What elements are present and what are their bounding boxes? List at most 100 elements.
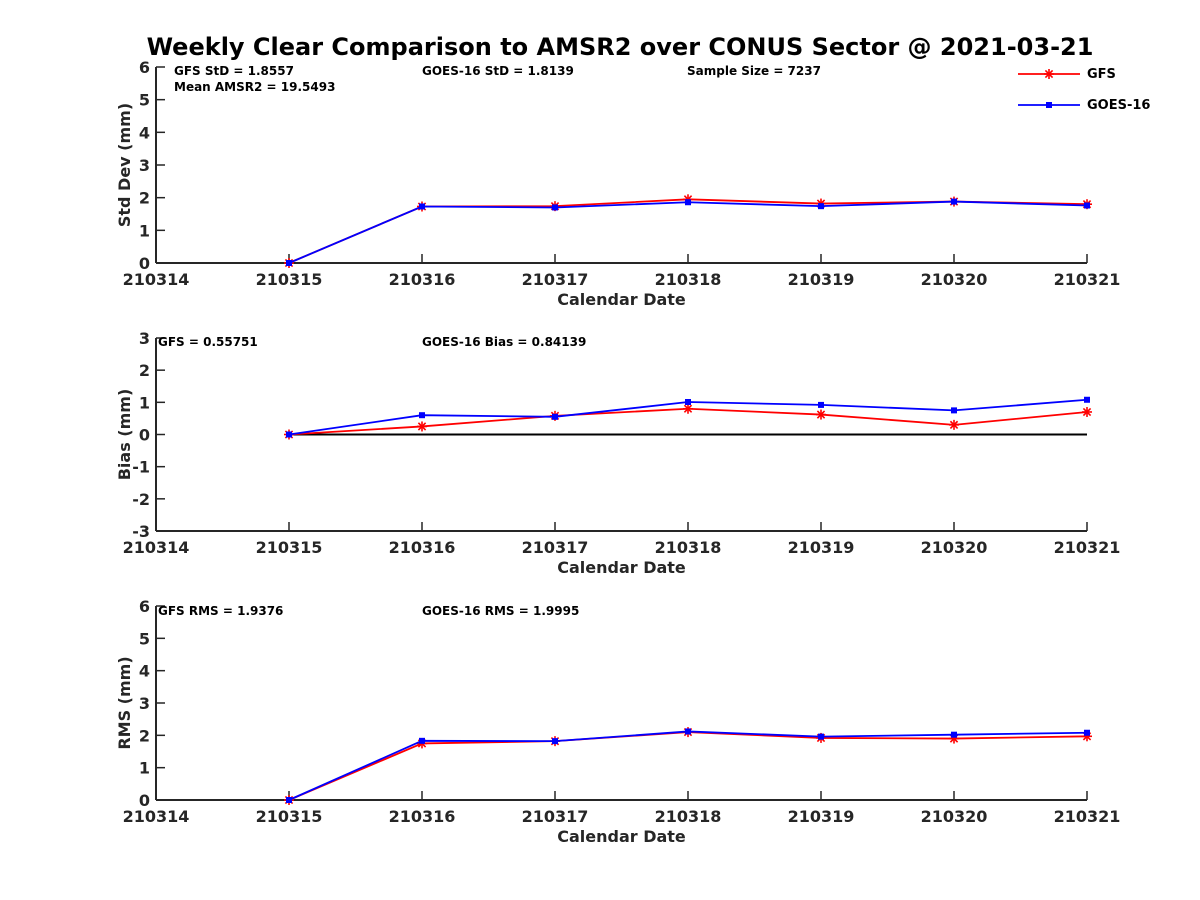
data-point-goes-16 — [818, 203, 824, 210]
y-tick-label: 4 — [139, 662, 150, 681]
data-point-goes-16 — [685, 728, 691, 735]
x-tick-label: 210320 — [921, 538, 988, 557]
x-tick-label: 210318 — [655, 538, 722, 557]
figure-title: Weekly Clear Comparison to AMSR2 over CO… — [147, 33, 1094, 61]
data-point-goes-16 — [951, 198, 957, 205]
x-tick-label: 210321 — [1054, 538, 1121, 557]
y-tick-label: 2 — [139, 189, 150, 208]
data-point-goes-16 — [419, 412, 425, 419]
panel-3: 210314 210315 210316 210317 210318 210319 2103… — [115, 597, 1120, 846]
data-point-goes-16 — [286, 797, 292, 803]
data-point-gfs — [1082, 406, 1092, 417]
series-line-gfs — [288, 198, 1088, 264]
y-tick-label: 2 — [139, 361, 150, 380]
panel-2: 210314 210315 210316 210317 210318 210319 2103… — [115, 329, 1120, 577]
legend-item-goes-16: GOES-16 — [1018, 98, 1150, 113]
stat-annotation: Sample Size = 7237 — [687, 64, 821, 78]
legend-item-gfs: GFS — [1018, 67, 1116, 82]
y-tick-label: 0 — [139, 254, 150, 273]
y-tick-label: 4 — [139, 123, 150, 142]
x-tick-label: 210317 — [522, 270, 589, 289]
data-point-goes-16 — [951, 407, 957, 414]
x-tick-label: 210315 — [256, 807, 323, 826]
data-point-goes-16 — [685, 399, 691, 406]
stat-annotation: GFS = 0.55751 — [158, 335, 258, 349]
data-point-goes-16 — [818, 733, 824, 740]
series-line-gfs — [288, 731, 1088, 801]
data-point-goes-16 — [552, 413, 558, 420]
data-point-goes-16 — [286, 431, 292, 438]
x-tick-label: 210314 — [123, 270, 190, 289]
x-tick-label: 210320 — [921, 807, 988, 826]
x-tick-label: 210321 — [1054, 270, 1121, 289]
x-tick-label: 210317 — [522, 538, 589, 557]
stat-annotation: GFS StD = 1.8557 — [174, 64, 294, 78]
x-axis-label: Calendar Date — [557, 827, 686, 846]
data-point-goes-16 — [419, 203, 425, 210]
stat-annotation: GOES-16 RMS = 1.9995 — [422, 604, 579, 618]
y-tick-label: 3 — [139, 694, 150, 713]
y-tick-label: 3 — [139, 329, 150, 348]
x-tick-label: 210315 — [256, 538, 323, 557]
x-tick-label: 210319 — [788, 270, 855, 289]
y-tick-label: 1 — [139, 759, 150, 778]
y-axis-label: Bias (mm) — [115, 389, 134, 481]
series-line-goes-16 — [288, 200, 1088, 264]
stat-annotation: GFS RMS = 1.9376 — [158, 604, 283, 618]
y-tick-label: -1 — [132, 458, 150, 477]
x-tick-label: 210316 — [389, 807, 456, 826]
x-tick-label: 210314 — [123, 807, 190, 826]
x-tick-label: 210321 — [1054, 807, 1121, 826]
x-tick-label: 210316 — [389, 270, 456, 289]
data-point-goes-16 — [1084, 202, 1090, 209]
series-line-goes-16 — [288, 730, 1088, 801]
legend-marker — [1046, 102, 1052, 108]
data-point-gfs — [816, 409, 826, 420]
data-point-goes-16 — [419, 737, 425, 744]
y-axis-label: RMS (mm) — [115, 656, 134, 749]
data-point-goes-16 — [286, 260, 292, 266]
legend-label: GOES-16 — [1087, 98, 1150, 113]
y-tick-label: 5 — [139, 91, 150, 110]
y-tick-label: 1 — [139, 393, 150, 412]
stat-annotation: GOES-16 StD = 1.8139 — [422, 64, 574, 78]
legend: GFS GOES-16 — [1018, 67, 1150, 113]
panels: 210314 210315 210316 210317 210318 210319 2103… — [115, 58, 1120, 846]
x-axis-label: Calendar Date — [557, 558, 686, 577]
x-axis-label: Calendar Date — [557, 290, 686, 309]
y-tick-label: 6 — [139, 597, 150, 616]
data-point-gfs — [683, 403, 693, 414]
y-tick-label: -3 — [132, 522, 150, 541]
x-tick-label: 210318 — [655, 270, 722, 289]
y-tick-label: 0 — [139, 426, 150, 445]
data-point-goes-16 — [552, 204, 558, 211]
data-point-goes-16 — [951, 731, 957, 738]
y-tick-label: 0 — [139, 791, 150, 810]
x-tick-label: 210315 — [256, 270, 323, 289]
panel-1: 210314 210315 210316 210317 210318 210319 2103… — [115, 58, 1120, 309]
x-tick-label: 210314 — [123, 538, 190, 557]
x-tick-label: 210316 — [389, 538, 456, 557]
stat-annotation: Mean AMSR2 = 19.5493 — [174, 80, 335, 94]
data-point-goes-16 — [818, 401, 824, 408]
stat-annotation: GOES-16 Bias = 0.84139 — [422, 335, 586, 349]
data-point-goes-16 — [1084, 396, 1090, 403]
y-tick-label: 3 — [139, 156, 150, 175]
legend-label: GFS — [1087, 67, 1116, 82]
y-tick-label: 2 — [139, 726, 150, 745]
y-axis-label: Std Dev (mm) — [115, 103, 134, 227]
x-tick-label: 210317 — [522, 807, 589, 826]
data-point-goes-16 — [685, 199, 691, 206]
x-tick-label: 210318 — [655, 807, 722, 826]
x-tick-label: 210320 — [921, 270, 988, 289]
legend-marker — [1044, 69, 1054, 79]
data-point-gfs — [417, 421, 427, 432]
y-tick-label: 6 — [139, 58, 150, 77]
data-point-goes-16 — [552, 738, 558, 745]
y-tick-label: 1 — [139, 221, 150, 240]
y-tick-label: -2 — [132, 490, 150, 509]
data-point-goes-16 — [1084, 729, 1090, 736]
y-tick-label: 5 — [139, 629, 150, 648]
x-tick-label: 210319 — [788, 807, 855, 826]
